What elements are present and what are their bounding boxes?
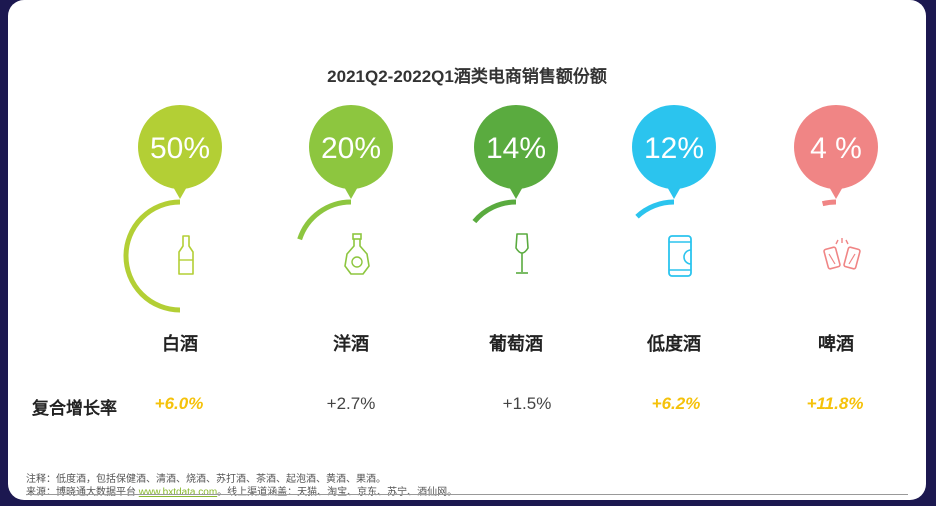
share-arc-1 [297,199,352,241]
source-link[interactable]: www.bxtdata.com [138,487,218,498]
baijiu-bottle-icon [178,235,194,275]
share-arc-0 [123,199,181,313]
share-arc-3 [635,199,675,219]
beer-cheers-icon [823,238,861,270]
value-label-0: 50% [150,132,210,165]
value-label-4: 4 % [810,132,862,165]
value-bubble-0 [138,105,222,189]
can-icon [668,235,692,277]
value-bubble-4 [794,105,878,189]
value-bubble-1 [309,105,393,189]
chart-card: 2021Q2-2022Q1酒类电商销售额份额 50% 20% 14% 12% 4 % 白… [8,0,926,500]
category-label-pijiu: 啤酒 [818,334,854,354]
growth-value-putaojiu: +1.5% [502,394,552,413]
wine-glass-icon [515,233,529,274]
value-bubble-2 [474,105,558,189]
growth-value-yangjiu: +2.7% [326,394,376,413]
value-label-3: 12% [644,132,704,165]
value-bubble-3 [632,105,716,189]
category-label-didujiu: 低度酒 [647,334,701,354]
liquor-bottle-icon [344,233,370,275]
share-arc-4 [821,199,837,207]
source-suffix: 。线上渠道涵盖：天猫、淘宝、京东、苏宁、酒仙网。 [217,487,458,498]
chart-area: 50% 20% 14% 12% 4 % [123,105,878,313]
growth-value-baijiu: +6.0% [154,394,204,413]
footer-divider [26,494,908,495]
growth-value-pijiu: +11.8% [806,394,864,413]
growth-row-label: 复合增长率 [32,399,117,418]
growth-value-didujiu: +6.2% [651,394,701,413]
share-arc-2 [472,199,517,224]
value-label-2: 14% [486,132,546,165]
value-label-1: 20% [321,132,381,165]
chart-title: 2021Q2-2022Q1酒类电商销售额份额 [327,67,607,86]
category-label-yangjiu: 洋酒 [333,334,369,354]
source-line: 来源：博晓通大数据平台 www.bxtdata.com。线上渠道涵盖：天猫、淘宝… [26,483,457,498]
footnote: 注释：低度酒，包括保健酒、清酒、烧酒、苏打酒、茶酒、起泡酒、黄酒、果酒。 [26,474,386,485]
source-prefix: 来源：博晓通大数据平台 [26,487,139,498]
category-label-baijiu: 白酒 [162,334,198,354]
category-label-putaojiu: 葡萄酒 [489,334,543,354]
